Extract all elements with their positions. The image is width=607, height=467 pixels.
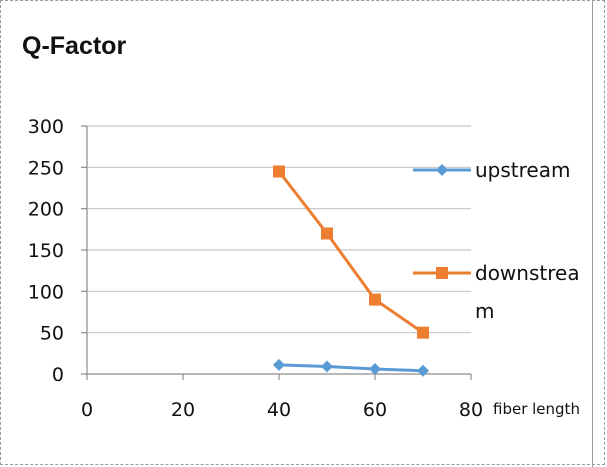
x-tick-label: 80 xyxy=(459,399,483,421)
x-tick-label: 40 xyxy=(267,399,291,421)
y-tick-label: 300 xyxy=(28,116,64,138)
legend-swatch-marker xyxy=(436,267,448,279)
data-point xyxy=(273,165,285,178)
data-point xyxy=(321,227,333,240)
y-tick-label: 50 xyxy=(40,323,64,345)
x-axis-label: fiber length xyxy=(493,400,580,418)
series-line xyxy=(277,170,424,334)
data-point xyxy=(273,358,285,371)
series-upstream xyxy=(273,358,429,377)
x-tick-label: 20 xyxy=(171,399,195,421)
series-downstream xyxy=(273,165,429,339)
legend-label: downstrea xyxy=(475,261,580,285)
data-point xyxy=(417,326,429,339)
data-point xyxy=(417,364,429,377)
y-tick-label: 100 xyxy=(28,281,64,303)
legend-swatch-marker xyxy=(436,164,448,176)
legend-label: upstream xyxy=(475,158,570,182)
x-tick-label: 60 xyxy=(363,399,387,421)
legend-item: upstream xyxy=(413,158,570,182)
series-layer xyxy=(273,165,429,377)
axes xyxy=(81,125,472,380)
tick-labels: 0 50 100 150 200 250 300 0 20 40 60 80 xyxy=(28,116,483,421)
data-point xyxy=(369,363,381,376)
frame-edge xyxy=(592,0,593,467)
y-tick-label: 150 xyxy=(28,240,64,262)
data-point xyxy=(321,360,333,373)
legend: upstream downstrea m xyxy=(413,158,580,323)
legend-label: m xyxy=(475,299,494,323)
data-point xyxy=(369,293,381,306)
series-line xyxy=(278,363,424,373)
gridlines xyxy=(87,125,471,334)
chart-title: Q-Factor xyxy=(22,32,126,60)
y-tick-label: 250 xyxy=(28,157,64,179)
y-tick-label: 200 xyxy=(28,199,64,221)
legend-item: downstrea m xyxy=(413,261,580,323)
y-tick-label: 0 xyxy=(52,364,64,386)
x-tick-label: 0 xyxy=(81,399,93,421)
